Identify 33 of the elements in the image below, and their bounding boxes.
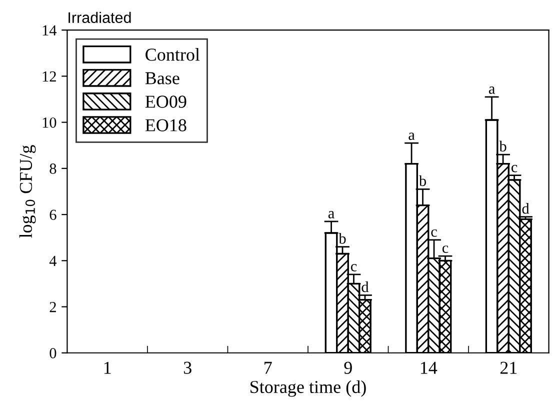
chart-title: Irradiated [68, 12, 131, 24]
annotation: b [338, 232, 346, 244]
legend-label: EO09 [145, 96, 186, 108]
annotation: c [442, 246, 448, 253]
x-tick-label: 21 [500, 362, 517, 374]
annotation: b [499, 140, 506, 152]
legend-label: Base [145, 72, 180, 84]
x-axis-title: Storage time (d) [250, 380, 366, 397]
annotation: a [328, 211, 334, 218]
annotation: c [431, 229, 437, 237]
y-tick-label: 2 [50, 302, 56, 312]
y-tick-label: 0 [50, 348, 56, 358]
annotation: a [408, 132, 415, 140]
annotation: b [418, 175, 426, 186]
y-tick-label: 8 [50, 164, 56, 174]
y-tick-label: 12 [42, 71, 56, 82]
annotation: c [511, 164, 518, 172]
x-tick-label: 9 [344, 362, 352, 374]
x-tick-label: 1 [104, 362, 111, 374]
x-tick-label: 14 [420, 362, 438, 374]
legend-label: Control [146, 48, 200, 61]
y-tick-label: 4 [49, 256, 57, 266]
annotation: d [362, 281, 369, 292]
annotation: c [350, 264, 357, 272]
annotation: a [488, 86, 495, 94]
legend-label: EO18 [145, 119, 186, 132]
y-tick-label: 14 [42, 25, 57, 36]
y-axis-title: log$_{10}$ CFU/g [19, 145, 36, 238]
annotation: d [522, 202, 530, 214]
y-tick-label: 6 [50, 210, 56, 220]
x-tick-label: 7 [264, 362, 272, 374]
y-tick-label: 10 [42, 117, 56, 128]
x-tick-label: 3 [184, 362, 192, 374]
